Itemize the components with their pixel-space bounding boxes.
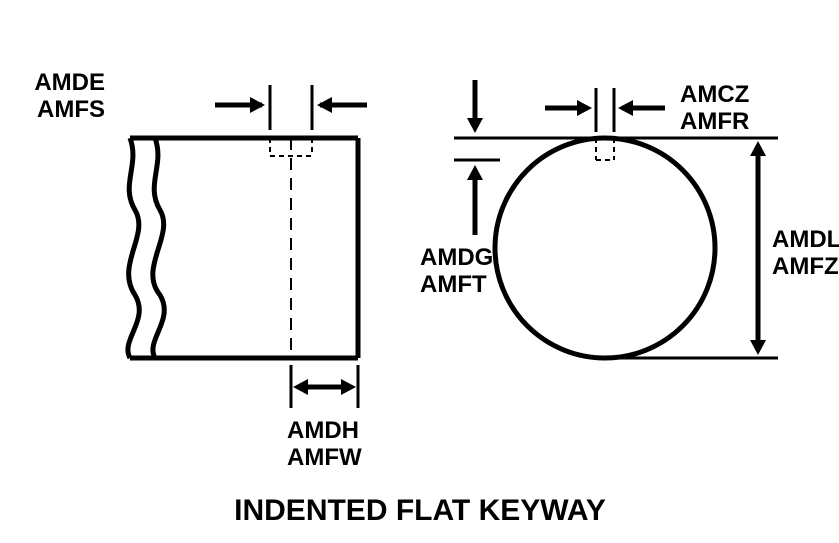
- side-view-bottom-dimension: [291, 365, 358, 408]
- end-view-right-dimension: [617, 138, 778, 358]
- side-view-top-dimension: [215, 85, 367, 130]
- end-view: [495, 138, 715, 358]
- side-view: [128, 138, 358, 358]
- label-amdg: AMDG: [420, 244, 493, 271]
- label-amdh: AMDH: [287, 417, 359, 444]
- technical-diagram: AMDE AMFS AMDH AMFW: [0, 0, 839, 543]
- label-amcz: AMCZ: [680, 81, 749, 108]
- label-amfr: AMFR: [680, 108, 749, 135]
- label-amfs: AMFS: [37, 96, 105, 123]
- label-amfw: AMFW: [287, 444, 362, 471]
- end-view-left-dimension: [454, 80, 593, 235]
- diagram-title: INDENTED FLAT KEYWAY: [234, 494, 606, 527]
- label-amft: AMFT: [420, 271, 487, 298]
- label-amdl: AMDL: [772, 226, 839, 253]
- label-amfz: AMFZ: [772, 253, 839, 280]
- label-amde: AMDE: [34, 69, 105, 96]
- diagram-container: AMDE AMFS AMDH AMFW: [0, 0, 839, 543]
- end-view-top-dimension: [545, 88, 665, 132]
